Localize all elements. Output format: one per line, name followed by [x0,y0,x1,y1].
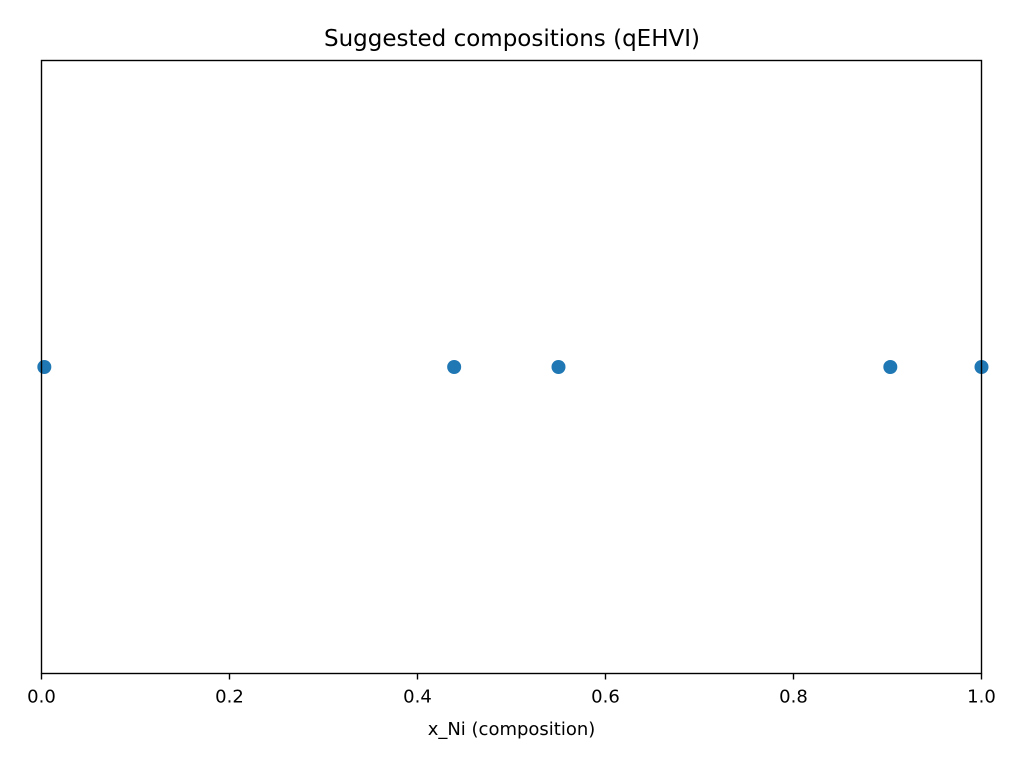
x-tick-label: 0.8 [779,687,808,708]
x-axis-label: x_Ni (composition) [428,719,596,740]
data-point-3 [551,360,566,374]
x-tick-label: 0.0 [27,687,56,708]
x-axis-ticks: 0.0 0.2 0.4 0.6 0.8 1.0 [27,673,996,708]
x-tick-label: 0.2 [215,687,244,708]
x-tick-label: 0.6 [591,687,620,708]
data-point-2 [447,360,462,374]
data-point-1 [37,360,52,374]
plot-area-frame [40,59,983,675]
data-point-4 [883,360,898,374]
x-tick-label: 1.0 [967,687,996,708]
data-points [37,360,989,374]
x-tick-label: 0.4 [403,687,432,708]
chart-title: Suggested compositions (qEHVI) [324,26,700,52]
